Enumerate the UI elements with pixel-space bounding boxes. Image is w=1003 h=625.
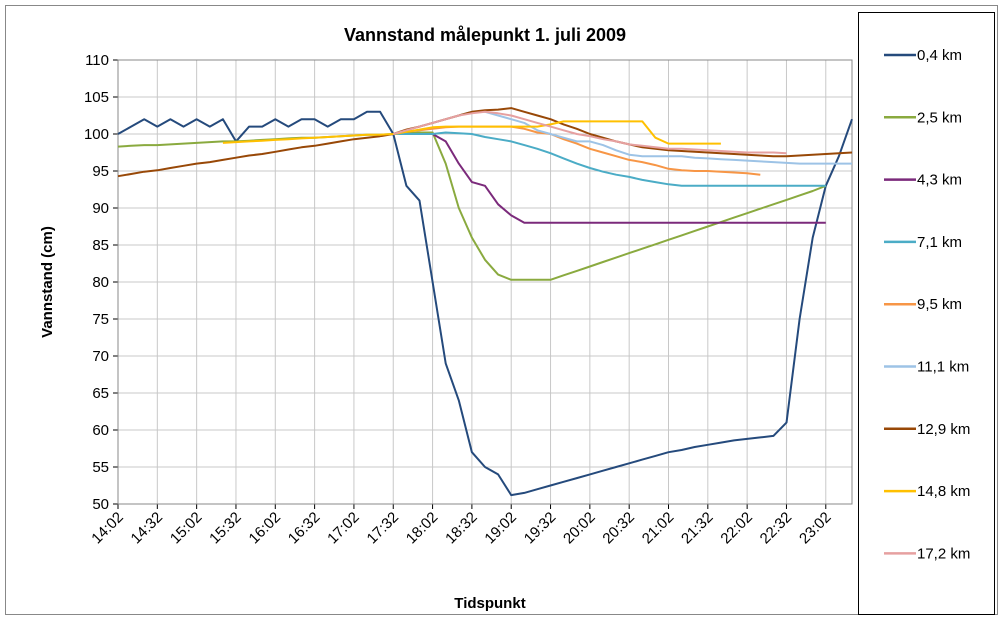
y-tick-label: 80 [92,274,109,291]
y-tick-label: 50 [92,496,109,513]
chart-border [5,5,998,615]
y-tick-label: 75 [92,311,109,328]
legend-label: 9,5 km [917,296,962,313]
legend-label: 2,5 km [917,109,962,126]
legend-label: 7,1 km [917,234,962,251]
legend-label: 12,9 km [917,421,970,438]
series-line [393,133,826,224]
series-line [393,110,787,155]
series-line [222,120,721,145]
y-axis-label: Vannstand (cm) [39,226,56,338]
y-tick-label: 95 [92,163,109,180]
legend-label: 11,1 km [917,359,969,376]
y-tick-label: 65 [92,385,109,402]
legend-label: 17,2 km [917,545,970,562]
chart-title: Vannstand målepunkt 1. juli 2009 [344,25,626,45]
legend-label: 4,3 km [917,172,962,189]
y-tick-label: 90 [92,200,109,217]
y-tick-label: 60 [92,422,109,439]
y-tick-label: 100 [84,126,109,143]
series-line [393,131,826,187]
legend-label: 14,8 km [917,483,970,500]
y-tick-label: 85 [92,237,109,254]
y-tick-label: 105 [84,89,109,106]
y-tick-label: 55 [92,459,109,476]
legend-box [858,12,995,615]
y-tick-label: 110 [85,52,109,69]
legend-label: 0,4 km [917,47,962,64]
series-line [117,110,853,497]
x-axis-label: Tidspunkt [454,595,525,612]
y-tick-label: 70 [92,348,109,365]
series-line [117,107,853,178]
plot-area [117,59,853,505]
